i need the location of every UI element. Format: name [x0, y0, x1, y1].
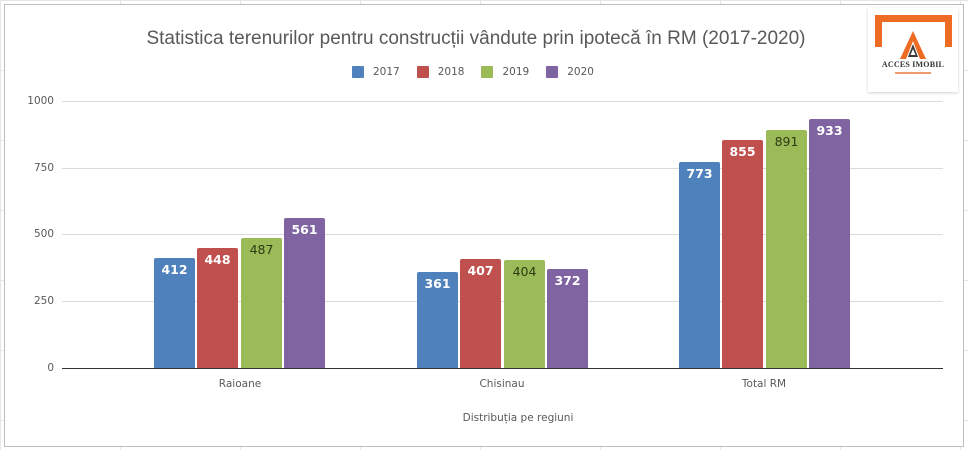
x-axis-title-text: Distribuția pe regiuni: [462, 412, 574, 424]
bar-label: 855: [729, 144, 756, 159]
bar-total-rm-2018[interactable]: 855: [722, 140, 763, 368]
bar-label: 361: [424, 276, 451, 291]
bar-total-rm-2017[interactable]: 773: [679, 162, 720, 368]
legend-label-2019: 2019: [502, 66, 530, 78]
bar-raioane-2018[interactable]: 448: [197, 248, 238, 368]
legend-swatch-2020: [546, 66, 559, 78]
bar-raioane-2019[interactable]: 487: [241, 238, 282, 368]
legend-item-2017: 2017: [352, 66, 400, 78]
gridline-750: [62, 168, 943, 169]
legend-label-2018: 2018: [437, 66, 465, 78]
bar-label: 412: [161, 262, 188, 277]
gridline-1000: [62, 101, 943, 102]
bar-label: 773: [686, 166, 713, 181]
x-axis-line: [62, 368, 943, 369]
bar-label: 372: [554, 273, 581, 288]
legend-item-2018: 2018: [416, 66, 465, 78]
gridline-500: [62, 234, 943, 235]
y-tick-500: 500: [33, 228, 54, 240]
y-tick-250: 250: [33, 295, 54, 307]
acces-imobil-logo: ACCES IMOBIL: [868, 8, 958, 92]
bar-label: 448: [204, 252, 231, 267]
x-tick-chisinau: Chisinau: [479, 378, 525, 390]
chart-title-text: Statistica terenurilor pentru construcți…: [146, 28, 806, 49]
logo-frame: [875, 15, 952, 47]
x-tick-total-rm: Total RM: [741, 378, 787, 390]
bar-total-rm-2019[interactable]: 891: [766, 130, 807, 368]
logo-text: ACCES IMOBIL: [881, 60, 945, 69]
logo-tagline: [895, 72, 931, 74]
bar-label: 487: [249, 242, 274, 257]
chart-title: Statistica terenurilor pentru construcți…: [0, 28, 968, 50]
bar-raioane-2017[interactable]: 412: [154, 258, 195, 368]
bar-chisinau-2019[interactable]: 404: [504, 260, 545, 368]
bar-total-rm-2020[interactable]: 933: [809, 119, 850, 368]
y-tick-0: 0: [47, 362, 54, 374]
x-axis-title: Distribuția pe regiuni: [0, 412, 968, 424]
bar-label: 561: [291, 222, 318, 237]
bar-label: 891: [774, 134, 799, 149]
legend-item-2020: 2020: [546, 66, 594, 78]
legend-swatch-2017: [352, 66, 364, 78]
bar-chisinau-2020[interactable]: 372: [547, 269, 588, 368]
y-tick-1000: 1000: [27, 95, 54, 107]
legend-swatch-2018: [416, 66, 429, 78]
bar-label: 404: [512, 264, 537, 279]
y-tick-750: 750: [33, 162, 54, 174]
legend-item-2019: 2019: [481, 66, 529, 78]
gridline-250: [62, 301, 943, 302]
chart-legend: 2017 2018 2019 2020: [352, 66, 611, 78]
legend-label-2020: 2020: [567, 66, 594, 78]
legend-swatch-2019: [481, 66, 494, 78]
x-tick-raioane: Raioane: [218, 378, 262, 390]
bar-raioane-2020[interactable]: 561: [284, 218, 325, 368]
bar-chisinau-2018[interactable]: 407: [460, 259, 501, 368]
logo-a-mark-icon: [900, 31, 926, 59]
legend-label-2017: 2017: [373, 66, 400, 78]
bar-chisinau-2017[interactable]: 361: [417, 272, 458, 368]
bar-label: 933: [816, 123, 843, 138]
bar-label: 407: [467, 263, 494, 278]
